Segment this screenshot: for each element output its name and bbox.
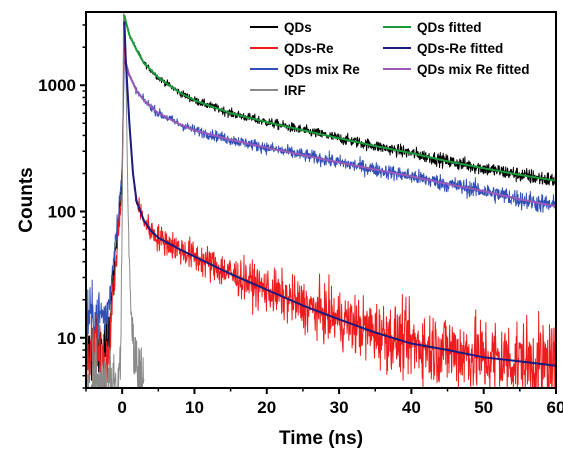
legend-label-qds-re: QDs-Re [284,41,334,56]
legend-label-qds-mix-re: QDs mix Re [284,62,360,77]
x-tick-label-60: 60 [547,398,563,417]
series-qds-re [86,21,556,388]
series-qds-fitted [123,14,556,182]
x-tick-label-20: 20 [257,398,276,417]
plot-frame [85,11,557,389]
legend-label-qds: QDs [284,20,312,35]
x-axis-label: Time (ns) [279,428,363,449]
x-tick-label-40: 40 [402,398,421,417]
legend-label-irf: IRF [284,83,306,98]
series-qds-mix-re-fitted [123,59,556,208]
traces-layer [86,12,556,388]
x-tick-label-10: 10 [185,398,204,417]
legend-label-qds-mix-re-fitted: QDs mix Re fitted [417,62,530,77]
axes-layer: 0 10 20 30 40 50 60 10 100 1000 [38,24,563,417]
legend: QDs QDs fitted QDs-Re QDs-Re fitted QDs mix … [250,20,530,98]
y-axis-label: Counts [16,167,37,232]
series-irf [86,12,145,388]
y-tick-label-10: 10 [57,329,76,348]
x-tick-label-30: 30 [330,398,349,417]
x-tick-label-0: 0 [117,398,126,417]
series-qds-re-fitted [123,21,556,367]
x-tick-label-50: 50 [474,398,493,417]
y-tick-label-100: 100 [48,202,76,221]
legend-label-qds-re-fitted: QDs-Re fitted [417,41,503,56]
legend-label-qds-fitted: QDs fitted [417,20,482,35]
y-tick-label-1000: 1000 [38,76,76,95]
